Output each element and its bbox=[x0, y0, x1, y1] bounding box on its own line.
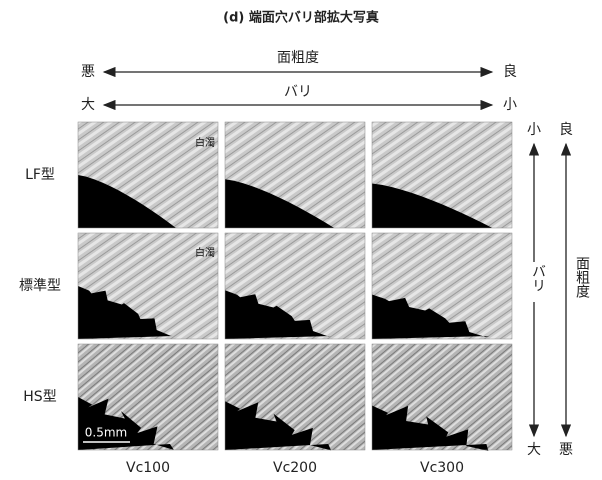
photo bbox=[225, 122, 365, 228]
photo bbox=[225, 344, 365, 450]
axis-end: 良 bbox=[559, 122, 573, 138]
annotation: 白濁 bbox=[195, 246, 215, 259]
column-label: Vc200 bbox=[273, 460, 317, 476]
row-label: LF型 bbox=[25, 167, 55, 183]
axis-end: 小 bbox=[503, 97, 517, 113]
row-label: HS型 bbox=[23, 389, 56, 405]
axis-label: バリ bbox=[284, 84, 312, 100]
row-label: 標準型 bbox=[19, 278, 61, 294]
scale-label: 0.5mm bbox=[85, 426, 127, 440]
axis-end: 小 bbox=[527, 122, 541, 138]
photo-grid bbox=[78, 122, 512, 451]
axis-end: 悪 bbox=[81, 64, 95, 80]
photo bbox=[372, 344, 512, 451]
column-label: Vc300 bbox=[420, 460, 464, 476]
annotation: 白濁 bbox=[195, 136, 215, 149]
axis-end: 大 bbox=[81, 97, 95, 113]
axis-label: バリ bbox=[530, 264, 546, 292]
axis-end: 大 bbox=[527, 442, 541, 458]
figure: (d) 端面穴バリ部拡大写真 悪 面粗度 良 大 バリ 小 小 バリ 大 良 面… bbox=[0, 0, 602, 480]
photo bbox=[372, 122, 512, 228]
photo bbox=[225, 233, 365, 339]
axis-label: 面粗度 bbox=[574, 256, 590, 298]
axis-label: 面粗度 bbox=[277, 50, 319, 66]
title: (d) 端面穴バリ部拡大写真 bbox=[223, 10, 379, 26]
column-label: Vc100 bbox=[126, 460, 170, 476]
axis-end: 悪 bbox=[559, 442, 573, 458]
axis-end: 良 bbox=[503, 64, 517, 80]
photo bbox=[372, 233, 512, 339]
